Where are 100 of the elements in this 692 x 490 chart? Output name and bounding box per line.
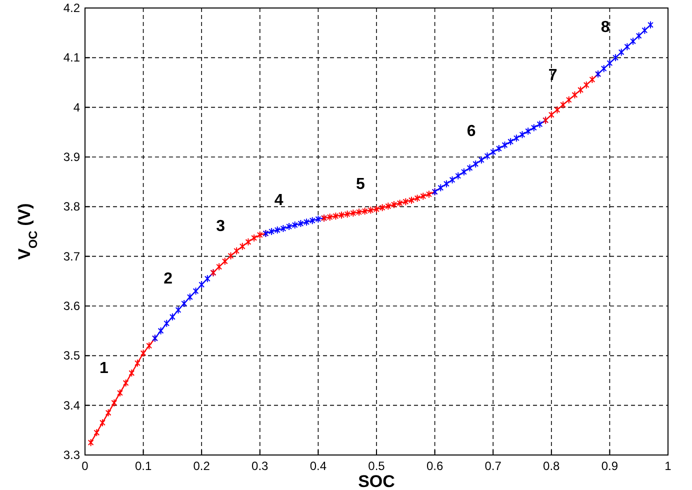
point (478, 156, 484, 164)
point (274, 226, 280, 234)
point (402, 198, 409, 206)
y-tick-label: 4.2 (63, 1, 80, 15)
x-tick-label: 0.2 (193, 459, 210, 473)
point (228, 252, 234, 260)
x-tick-label: 0.4 (310, 459, 327, 473)
point (198, 280, 205, 289)
point (146, 342, 152, 350)
point (304, 218, 310, 226)
point (332, 212, 339, 220)
annotation: 4 (274, 192, 284, 210)
point (140, 349, 146, 358)
point (128, 369, 135, 378)
point (490, 148, 496, 156)
point (519, 130, 526, 139)
x-axis-title: SOC (358, 472, 395, 490)
point (338, 211, 344, 220)
y-tick-label: 3.7 (63, 249, 80, 264)
point (444, 180, 450, 188)
point (449, 176, 456, 184)
point (484, 152, 490, 160)
point (566, 96, 572, 104)
point (362, 207, 368, 216)
point (298, 220, 304, 228)
y-tick-label: 3.5 (63, 348, 80, 363)
point (204, 274, 210, 283)
point (268, 228, 275, 236)
x-tick-label: 1 (664, 459, 672, 473)
point (606, 59, 613, 68)
point (170, 312, 176, 321)
point (100, 418, 106, 427)
x-tick-label: 0 (82, 459, 89, 473)
point (513, 134, 520, 142)
point (245, 238, 252, 246)
point (344, 210, 350, 218)
annotation: 6 (466, 123, 476, 140)
point (554, 106, 560, 114)
point (175, 306, 182, 314)
point (438, 184, 444, 192)
point (560, 100, 566, 109)
x-tick-label: 0.1 (134, 459, 152, 473)
x-tick-label: 0.8 (543, 459, 560, 473)
point (292, 221, 298, 230)
point (624, 42, 630, 51)
point (326, 213, 333, 222)
x-tick-label: 0.5 (368, 459, 386, 473)
point (350, 209, 356, 218)
y-tick-label: 3.6 (63, 299, 80, 313)
y-tick-label: 3.3 (63, 448, 80, 462)
x-tick-label: 0.3 (252, 459, 269, 473)
point (280, 224, 286, 233)
point (234, 246, 240, 255)
point (239, 242, 246, 250)
point (461, 168, 467, 176)
point (181, 300, 188, 308)
point (600, 64, 607, 73)
point (548, 110, 554, 119)
x-tick-label: 0.6 (426, 459, 444, 473)
point (391, 200, 397, 209)
y-tick-label: 4.1 (63, 50, 80, 65)
y-tick-label: 3.8 (63, 200, 80, 214)
point (408, 196, 414, 204)
y-tick-label: 3.9 (63, 150, 80, 164)
point (309, 216, 316, 225)
point (379, 204, 386, 212)
annotation: 1 (100, 360, 109, 377)
point (256, 230, 263, 239)
point (502, 141, 508, 150)
point (612, 54, 618, 62)
point (530, 124, 537, 132)
point (222, 257, 228, 266)
point (164, 319, 170, 328)
point (134, 359, 140, 368)
point (578, 86, 584, 94)
point (536, 120, 543, 128)
point (508, 138, 514, 146)
point (315, 215, 322, 224)
point (618, 48, 624, 56)
point (648, 20, 654, 29)
point (472, 160, 479, 168)
point (636, 32, 642, 40)
point (192, 287, 199, 296)
point (117, 388, 123, 397)
annotation: 8 (600, 19, 610, 36)
point (356, 208, 362, 216)
point (122, 378, 129, 387)
point (94, 428, 100, 437)
point (414, 194, 420, 202)
point (368, 206, 374, 214)
point (455, 172, 462, 180)
point (158, 326, 164, 335)
point (111, 398, 118, 407)
y-tick-label: 4 (73, 100, 80, 114)
annotation: 7 (548, 66, 558, 84)
point (216, 262, 222, 271)
point (589, 76, 596, 84)
point (525, 127, 532, 136)
point (251, 234, 258, 242)
point (420, 192, 426, 200)
